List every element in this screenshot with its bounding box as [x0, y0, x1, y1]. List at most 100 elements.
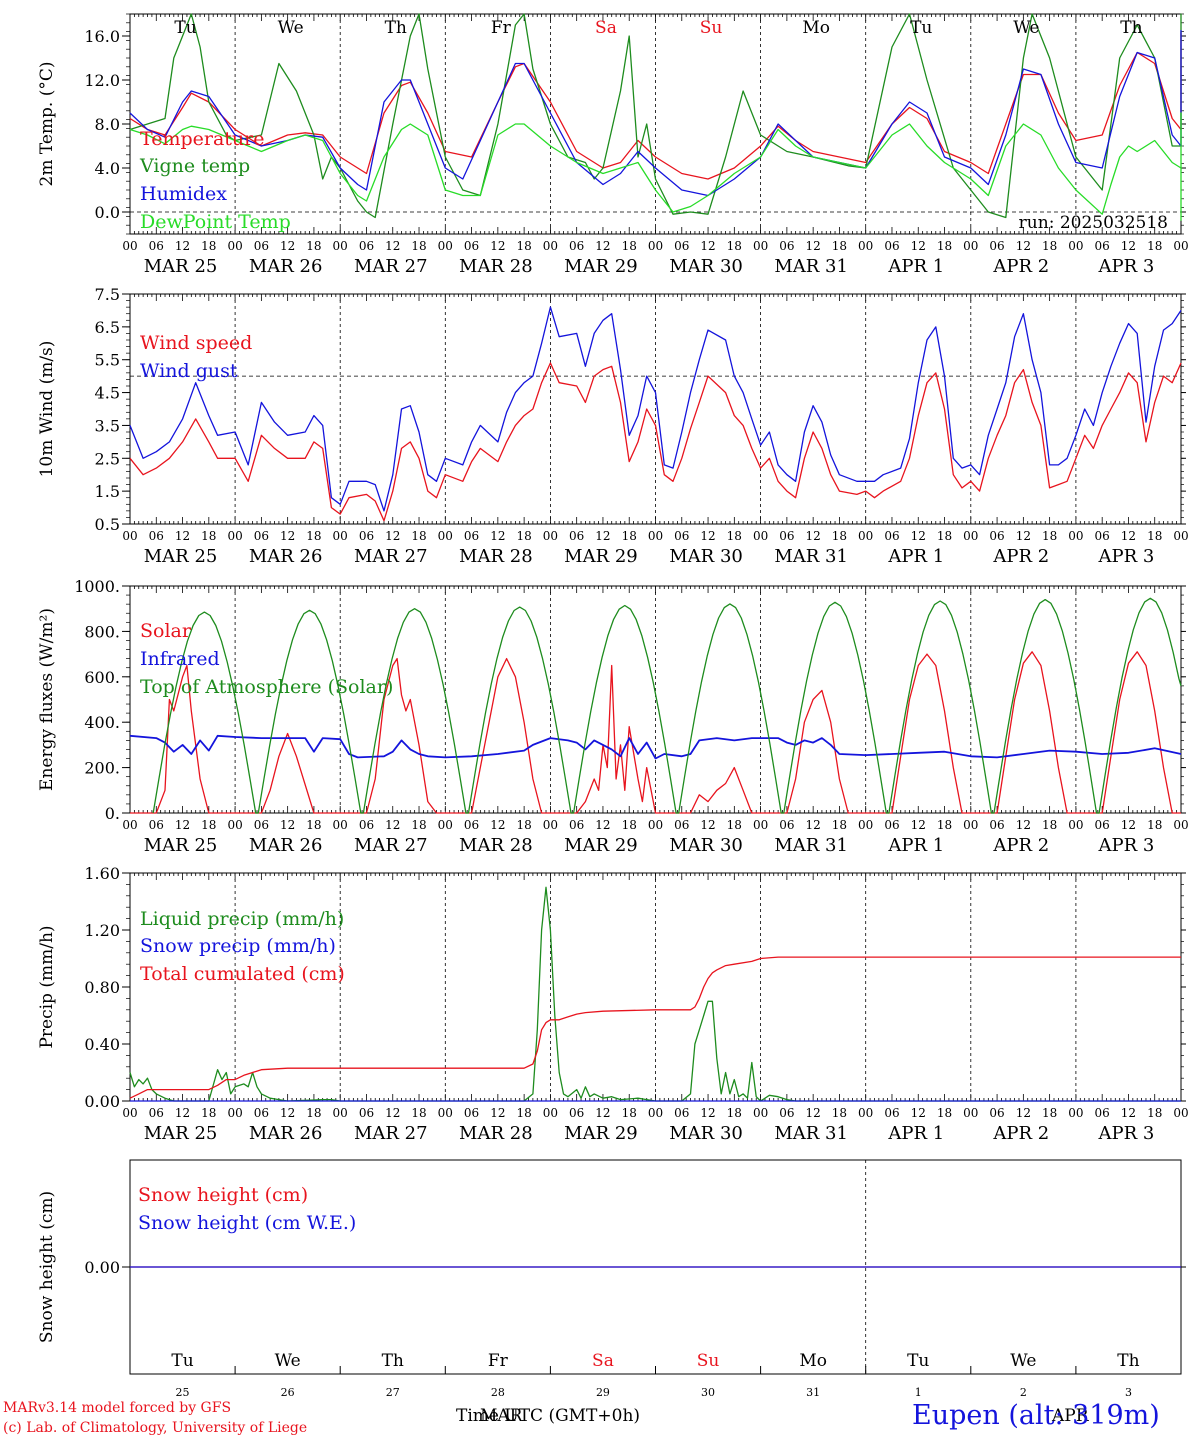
x-tick-label: 06 — [359, 818, 374, 832]
date-label: MAR 31 — [774, 835, 848, 856]
model-credit: MARv3.14 model forced by GFS — [3, 1400, 232, 1416]
x-tick-label: 18 — [937, 818, 952, 832]
day-number-label: 3 — [1125, 1386, 1132, 1399]
x-tick-label: 06 — [569, 818, 584, 832]
y-tick-label: 4.0 — [95, 159, 120, 178]
x-tick-label: 12 — [490, 818, 505, 832]
date-label: APR 2 — [992, 256, 1049, 277]
x-tick-label: 00 — [122, 529, 137, 543]
weekday-label: We — [278, 18, 304, 38]
x-tick-label: 12 — [175, 1106, 190, 1120]
x-tick-label: 12 — [385, 1106, 400, 1120]
x-tick-label: 06 — [569, 529, 584, 543]
date-label: MAR 29 — [564, 1123, 638, 1144]
x-tick-label: 00 — [753, 239, 768, 253]
x-tick-label: 12 — [490, 529, 505, 543]
x-tick-label: 18 — [516, 529, 531, 543]
y-tick-label: 0.0 — [95, 203, 120, 222]
x-tick-label: 06 — [674, 239, 689, 253]
date-label: MAR 28 — [459, 546, 533, 567]
series-line-red — [129, 32, 1182, 180]
x-tick-label: 00 — [227, 239, 242, 253]
y-tick-label: 0. — [105, 804, 120, 823]
weekday-label: Th — [1117, 1351, 1139, 1371]
x-tick-label: 18 — [201, 1106, 216, 1120]
date-label: MAR 27 — [354, 546, 428, 567]
x-tick-label: 00 — [227, 1106, 242, 1120]
x-tick-label: 06 — [1095, 239, 1110, 253]
date-label: APR 2 — [992, 835, 1049, 856]
legend-label: Wind gust — [140, 360, 238, 382]
date-label: MAR 25 — [144, 256, 218, 277]
date-label: MAR 26 — [249, 546, 323, 567]
x-tick-label: 18 — [516, 239, 531, 253]
x-tick-label: 12 — [1121, 529, 1136, 543]
x-axis-overlap-apr: APR — [1052, 1406, 1089, 1426]
day-number-label: 31 — [806, 1386, 820, 1399]
x-tick-label: 18 — [622, 529, 637, 543]
x-tick-label: 00 — [1068, 529, 1083, 543]
x-tick-label: 18 — [622, 818, 637, 832]
x-tick-label: 00 — [963, 818, 978, 832]
x-tick-label: 00 — [648, 239, 663, 253]
x-tick-label: 00 — [333, 239, 348, 253]
x-tick-label: 18 — [937, 239, 952, 253]
x-tick-label: 06 — [989, 239, 1004, 253]
date-label: MAR 30 — [669, 835, 743, 856]
date-label: APR 3 — [1098, 256, 1155, 277]
series-line-blue — [129, 29, 1182, 197]
legend-label: Snow height (cm W.E.) — [138, 1212, 356, 1234]
date-label: MAR 28 — [459, 256, 533, 277]
x-tick-label: 06 — [674, 818, 689, 832]
weekday-label: Sa — [592, 1351, 614, 1371]
x-tick-label: 12 — [280, 529, 295, 543]
y-tick-label: 3.5 — [95, 416, 120, 435]
date-label: MAR 26 — [249, 1123, 323, 1144]
x-tick-label: 00 — [543, 529, 558, 543]
x-tick-label: 12 — [1016, 239, 1031, 253]
x-tick-label: 00 — [858, 239, 873, 253]
x-tick-label: 00 — [1068, 1106, 1083, 1120]
date-label: MAR 30 — [669, 256, 743, 277]
legend-label: DewPoint Temp — [140, 211, 291, 233]
legend-label: Liquid precip (mm/h) — [140, 908, 344, 930]
x-tick-label: 06 — [779, 1106, 794, 1120]
weekday-label: Tu — [171, 1351, 193, 1371]
date-label: APR 1 — [887, 1123, 944, 1144]
date-label: APR 2 — [992, 546, 1049, 567]
x-tick-label: 00 — [1068, 239, 1083, 253]
x-tick-label: 00 — [648, 1106, 663, 1120]
date-label: MAR 27 — [354, 1123, 428, 1144]
x-tick-label: 18 — [832, 818, 847, 832]
x-tick-label: 06 — [989, 1106, 1004, 1120]
y-tick-label: 6.5 — [95, 318, 120, 337]
x-tick-label: 00 — [227, 818, 242, 832]
y-tick-label: 0.00 — [84, 1092, 120, 1111]
x-tick-label: 12 — [1121, 818, 1136, 832]
x-tick-label: 06 — [779, 818, 794, 832]
x-tick-label: 00 — [1068, 818, 1083, 832]
run-label: run: 2025032518 — [1019, 213, 1168, 233]
x-tick-label: 18 — [306, 818, 321, 832]
weekday-label: Mo — [802, 18, 830, 38]
x-tick-label: 12 — [175, 818, 190, 832]
x-tick-label: 18 — [1042, 1106, 1057, 1120]
x-tick-label: 18 — [411, 529, 426, 543]
date-label: MAR 31 — [774, 546, 848, 567]
x-tick-label: 18 — [832, 1106, 847, 1120]
x-tick-label: 06 — [464, 818, 479, 832]
x-tick-label: 06 — [779, 529, 794, 543]
weekday-label: Su — [697, 1351, 720, 1371]
legend-label: Total cumulated (cm) — [140, 963, 345, 985]
x-tick-label: 18 — [306, 529, 321, 543]
series-line-red — [130, 651, 1181, 814]
y-axis-label: 10m Wind (m/s) — [37, 341, 57, 478]
x-tick-label: 12 — [175, 239, 190, 253]
x-tick-label: 00 — [963, 529, 978, 543]
x-tick-label: 12 — [490, 239, 505, 253]
x-tick-label: 06 — [359, 1106, 374, 1120]
x-tick-label: 00 — [122, 1106, 137, 1120]
x-tick-label: 12 — [385, 529, 400, 543]
day-number-label: 25 — [176, 1386, 190, 1399]
